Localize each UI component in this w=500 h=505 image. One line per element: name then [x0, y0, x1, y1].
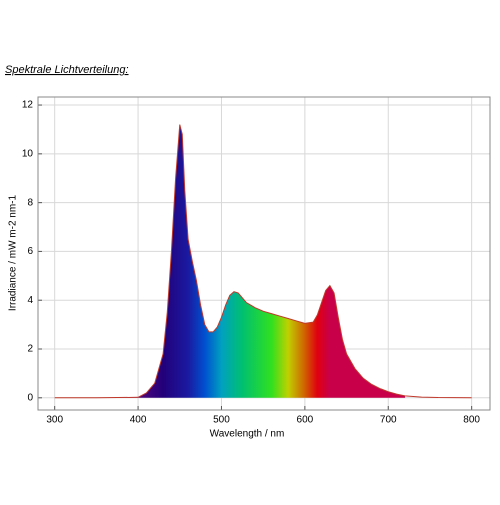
plot	[54, 124, 472, 399]
x-tick-label: 800	[463, 415, 480, 426]
plot-frame	[37, 96, 491, 411]
y-tick-label: 12	[22, 100, 34, 111]
y-tick-label: 6	[27, 246, 33, 257]
x-tick-label: 300	[46, 415, 63, 426]
spectrum-area	[54, 124, 472, 398]
x-tick-label: 500	[213, 415, 230, 426]
y-tick-label: 4	[27, 295, 33, 306]
spectrum-line	[54, 124, 472, 399]
y-tick-label: 2	[27, 344, 33, 355]
y-axis-label: Irradiance / mW m-2 nm-1	[8, 194, 19, 311]
y-tick-label: 10	[22, 148, 34, 159]
x-axis-label: Wavelength / nm	[210, 429, 285, 440]
x-tick-label: 600	[297, 415, 314, 426]
y-tick-label: 0	[27, 392, 33, 403]
x-tick-label: 700	[380, 415, 397, 426]
x-tick-label: 400	[130, 415, 147, 426]
chart-title: Spektrale Lichtverteilung:	[5, 64, 129, 76]
y-tick-label: 8	[27, 197, 33, 208]
